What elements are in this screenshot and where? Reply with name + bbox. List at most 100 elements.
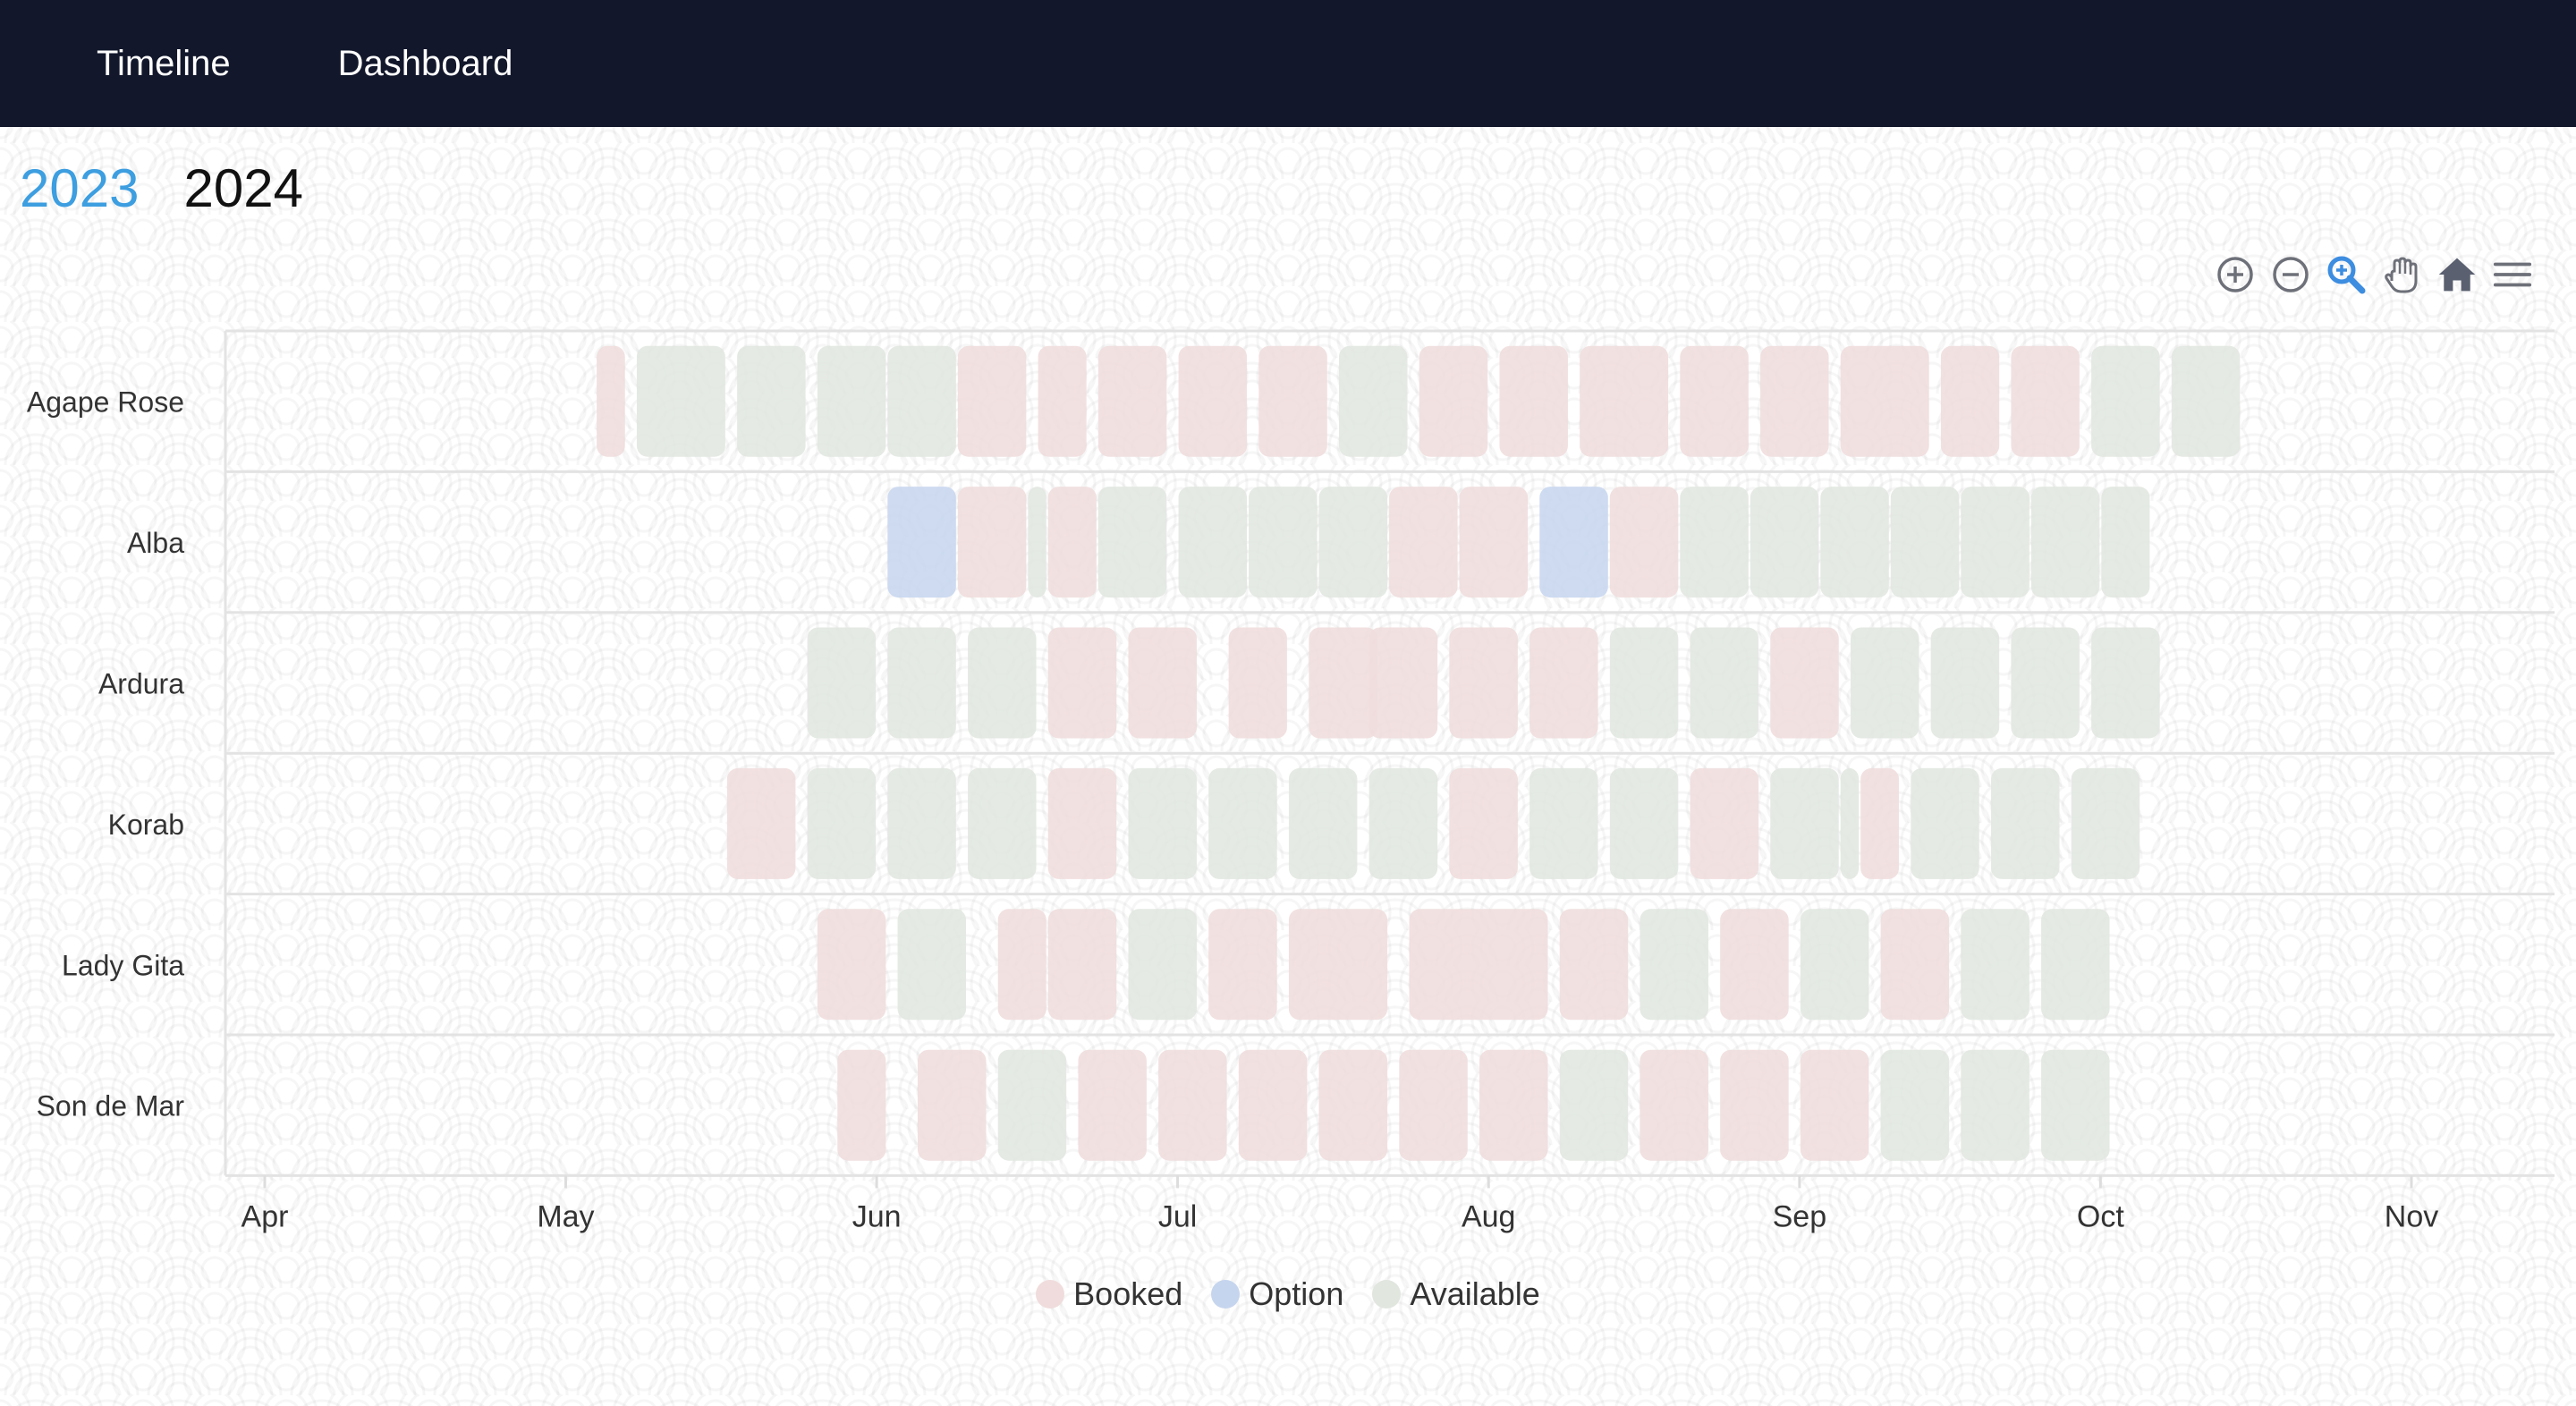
booking-bar-booked[interactable]: [726, 767, 796, 879]
booking-bar-available[interactable]: [1961, 487, 2029, 598]
booking-bar-booked[interactable]: [1860, 767, 1900, 879]
booking-bar-booked[interactable]: [1680, 345, 1749, 457]
booking-bar-available[interactable]: [1288, 767, 1358, 879]
booking-bar-available[interactable]: [1770, 767, 1839, 879]
booking-bar-available[interactable]: [1249, 487, 1318, 598]
home-reset-icon[interactable]: [2436, 254, 2478, 295]
booking-bar-available[interactable]: [1961, 1049, 2029, 1161]
booking-bar-booked[interactable]: [1228, 627, 1287, 739]
booking-bar-booked[interactable]: [2011, 345, 2080, 457]
booking-bar-available[interactable]: [817, 345, 886, 457]
booking-bar-booked[interactable]: [1047, 627, 1117, 739]
booking-bar-booked[interactable]: [1720, 909, 1789, 1021]
booking-bar-booked[interactable]: [1047, 909, 1117, 1021]
year-2023-link[interactable]: 2023: [20, 158, 140, 218]
booking-bar-available[interactable]: [2171, 345, 2241, 457]
booking-bar-available[interactable]: [1028, 487, 1046, 598]
zoom-out-icon[interactable]: [2270, 254, 2311, 295]
legend-item-booked[interactable]: Booked: [1036, 1275, 1182, 1313]
booking-bar-available[interactable]: [1530, 767, 1598, 879]
booking-bar-booked[interactable]: [1449, 767, 1518, 879]
booking-bar-booked[interactable]: [1449, 627, 1518, 739]
booking-bar-booked[interactable]: [1038, 345, 1087, 457]
zoom-select-icon[interactable]: [2326, 254, 2367, 295]
booking-bar-booked[interactable]: [1609, 487, 1679, 598]
booking-bar-available[interactable]: [2091, 627, 2160, 739]
booking-bar-booked[interactable]: [1419, 345, 1488, 457]
booking-bar-booked[interactable]: [1097, 345, 1167, 457]
booking-bar-available[interactable]: [2101, 487, 2150, 598]
booking-bar-available[interactable]: [1640, 909, 1708, 1021]
year-2024-link[interactable]: 2024: [183, 158, 303, 218]
booking-bar-booked[interactable]: [1309, 627, 1377, 739]
booking-bar-option[interactable]: [887, 487, 956, 598]
booking-bar-available[interactable]: [1128, 767, 1197, 879]
booking-bar-booked[interactable]: [1047, 767, 1117, 879]
booking-bar-booked[interactable]: [1078, 1049, 1147, 1161]
booking-bar-booked[interactable]: [917, 1049, 987, 1161]
booking-bar-booked[interactable]: [1158, 1049, 1227, 1161]
menu-icon[interactable]: [2492, 254, 2533, 295]
booking-bar-available[interactable]: [1961, 909, 2029, 1021]
booking-bar-booked[interactable]: [1409, 909, 1548, 1021]
booking-bar-booked[interactable]: [837, 1049, 886, 1161]
booking-bar-available[interactable]: [1990, 767, 2060, 879]
booking-bar-booked[interactable]: [1368, 627, 1438, 739]
booking-bar-booked[interactable]: [1238, 1049, 1308, 1161]
booking-bar-booked[interactable]: [1178, 345, 1248, 457]
booking-bar-available[interactable]: [897, 909, 967, 1021]
booking-bar-booked[interactable]: [1399, 1049, 1468, 1161]
booking-bar-option[interactable]: [1539, 487, 1608, 598]
booking-bar-booked[interactable]: [997, 909, 1046, 1021]
booking-bar-booked[interactable]: [1840, 345, 1929, 457]
booking-bar-booked[interactable]: [1880, 909, 1950, 1021]
nav-timeline-link[interactable]: Timeline: [97, 43, 231, 83]
booking-bar-available[interactable]: [887, 767, 956, 879]
booking-bar-available[interactable]: [1880, 1049, 1950, 1161]
legend-item-option[interactable]: Option: [1211, 1275, 1343, 1313]
booking-bar-available[interactable]: [1097, 487, 1167, 598]
booking-bar-booked[interactable]: [597, 345, 625, 457]
booking-bar-booked[interactable]: [957, 345, 1027, 457]
booking-bar-booked[interactable]: [1530, 627, 1598, 739]
booking-bar-available[interactable]: [968, 627, 1037, 739]
booking-bar-booked[interactable]: [1559, 909, 1629, 1021]
booking-bar-available[interactable]: [1178, 487, 1248, 598]
booking-bar-booked[interactable]: [1288, 909, 1388, 1021]
booking-bar-available[interactable]: [887, 627, 956, 739]
nav-dashboard-link[interactable]: Dashboard: [337, 43, 513, 83]
booking-bar-available[interactable]: [1368, 767, 1438, 879]
booking-bar-available[interactable]: [1128, 909, 1197, 1021]
booking-bar-available[interactable]: [1318, 487, 1388, 598]
pan-hand-icon[interactable]: [2381, 254, 2422, 295]
booking-bar-available[interactable]: [807, 767, 877, 879]
booking-bar-booked[interactable]: [1459, 487, 1529, 598]
booking-bar-available[interactable]: [737, 345, 806, 457]
booking-bar-available[interactable]: [1750, 487, 1819, 598]
booking-bar-available[interactable]: [1559, 1049, 1629, 1161]
booking-bar-booked[interactable]: [1760, 345, 1829, 457]
booking-bar-available[interactable]: [1911, 767, 1979, 879]
booking-bar-booked[interactable]: [1318, 1049, 1388, 1161]
booking-bar-available[interactable]: [1609, 627, 1679, 739]
booking-bar-available[interactable]: [1840, 767, 1860, 879]
booking-bar-available[interactable]: [2011, 627, 2080, 739]
booking-bar-available[interactable]: [2041, 909, 2110, 1021]
booking-bar-available[interactable]: [1890, 487, 1960, 598]
booking-bar-booked[interactable]: [1690, 767, 1759, 879]
booking-bar-available[interactable]: [2041, 1049, 2110, 1161]
booking-bar-booked[interactable]: [1640, 1049, 1708, 1161]
booking-bar-booked[interactable]: [1940, 345, 2000, 457]
booking-bar-booked[interactable]: [1208, 909, 1277, 1021]
booking-bar-booked[interactable]: [1800, 1049, 1869, 1161]
booking-bar-available[interactable]: [1339, 345, 1408, 457]
booking-bar-booked[interactable]: [1580, 345, 1669, 457]
booking-bar-booked[interactable]: [1720, 1049, 1789, 1161]
booking-bar-booked[interactable]: [1770, 627, 1839, 739]
booking-bar-available[interactable]: [1850, 627, 1919, 739]
booking-bar-available[interactable]: [2030, 487, 2100, 598]
booking-bar-booked[interactable]: [957, 487, 1027, 598]
booking-bar-available[interactable]: [807, 627, 877, 739]
booking-bar-booked[interactable]: [1389, 487, 1458, 598]
booking-bar-booked[interactable]: [1047, 487, 1097, 598]
